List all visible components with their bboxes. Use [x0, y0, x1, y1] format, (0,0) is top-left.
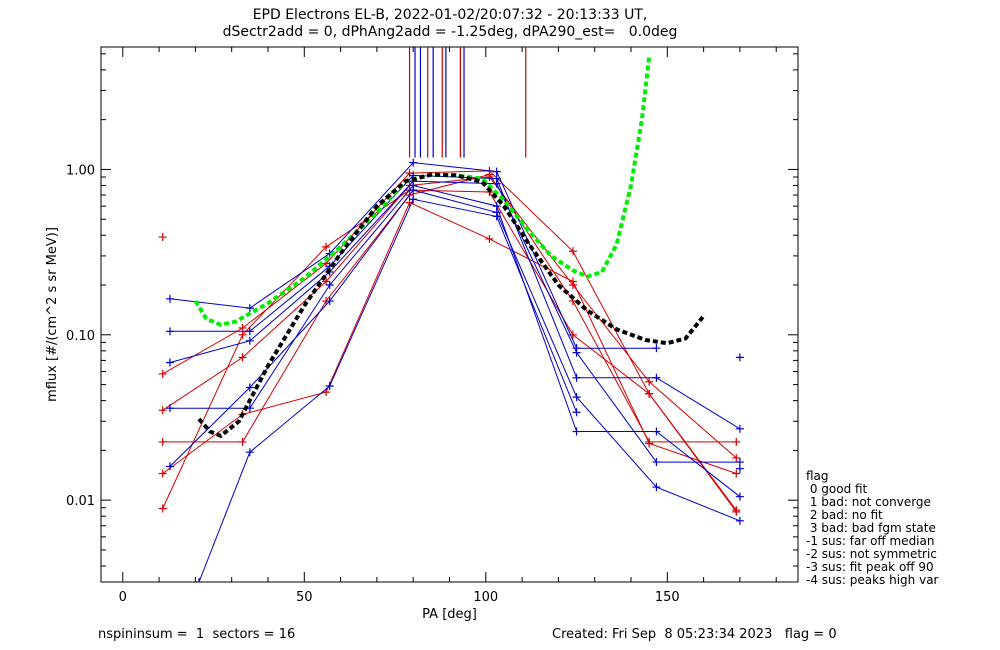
y-axis-label: mflux [#/(cm^2 s sr MeV)]: [45, 227, 60, 402]
data-point: [485, 234, 494, 243]
data-point: [165, 327, 174, 336]
data-point: [492, 179, 501, 188]
data-point: [732, 453, 741, 462]
plot-title-line2: dSectr2add = 0, dPhAng2add = -1.25deg, d…: [222, 24, 678, 40]
red-flux-line: [162, 174, 737, 443]
data-point: [732, 507, 741, 516]
data-point: [165, 462, 174, 471]
data-point: [158, 233, 167, 242]
legend-item: 3 bad: bad fgm state: [806, 521, 936, 535]
x-tick-label: 100: [473, 590, 498, 605]
legend-title: flag: [806, 469, 829, 483]
legend-item: 2 bad: no fit: [806, 508, 883, 522]
red-flux-line: [162, 170, 737, 511]
data-point: [735, 424, 744, 433]
data-point: [735, 492, 744, 501]
x-tick-label: 0: [119, 590, 127, 605]
data-point: [238, 330, 247, 339]
data-point: [325, 382, 334, 391]
data-point: [572, 373, 581, 382]
y-tick-label: 1.00: [66, 163, 95, 178]
data-point: [652, 344, 661, 353]
data-point: [158, 369, 167, 378]
data-point: [158, 437, 167, 446]
red-flux-line: [162, 176, 737, 459]
data-point: [735, 464, 744, 473]
data-point: [732, 469, 741, 478]
data-point: [732, 437, 741, 446]
data-point: [245, 304, 254, 313]
data-point: [572, 408, 581, 417]
data-point: [409, 158, 418, 167]
data-point: [245, 336, 254, 345]
fit-curve-black: [197, 172, 706, 439]
blue-flux-line: [169, 180, 740, 463]
blue-flux-line: [169, 189, 741, 522]
data-point: [652, 483, 661, 492]
data-point: [322, 277, 331, 286]
data-point: [158, 469, 167, 478]
data-point: [238, 323, 247, 332]
legend-item: -4 sus: peaks high var: [806, 573, 939, 587]
legend-item: 0 good fit: [806, 482, 868, 496]
legend-item: -1 sus: far off median: [806, 534, 935, 548]
data-point: [645, 439, 654, 448]
data-point: [195, 578, 204, 582]
x-axis-label: PA [deg]: [422, 607, 477, 622]
footer-spin-info: nspininsum = 1 sectors = 16: [98, 627, 296, 642]
data-point: [572, 427, 581, 436]
data-point: [322, 242, 331, 251]
data-point: [645, 389, 654, 398]
blue-flux-line: [198, 198, 578, 582]
data-point: [325, 281, 334, 290]
red-flux-line: [162, 201, 737, 474]
data-point: [492, 167, 501, 176]
data-point: [325, 297, 334, 306]
plot-area: [158, 47, 744, 582]
data-point: [568, 247, 577, 256]
data-point: [245, 327, 254, 336]
x-tick-label: 50: [296, 590, 313, 605]
data-point: [568, 277, 577, 286]
data-point: [165, 358, 174, 367]
flag-legend: flag 0 good fit 1 bad: not converge 2 ba…: [806, 470, 938, 587]
data-point: [165, 404, 174, 413]
data-point: [409, 186, 418, 195]
data-point: [165, 294, 174, 303]
blue-flux-line: [170, 184, 741, 498]
data-point: [735, 353, 744, 362]
y-tick-label: 0.10: [66, 329, 95, 344]
legend-item: -2 sus: not symmetric: [806, 547, 937, 561]
data-point: [158, 406, 167, 415]
y-tick-label: 0.01: [66, 494, 95, 509]
data-point: [652, 373, 661, 382]
footer-created-info: Created: Fri Sep 8 05:23:34 2023 flag = …: [552, 627, 837, 642]
data-point: [238, 437, 247, 446]
plot-title-line1: EPD Electrons EL-B, 2022-01-02/20:07:32 …: [252, 7, 648, 23]
data-point: [572, 348, 581, 357]
data-point: [652, 458, 661, 467]
data-point: [735, 516, 744, 525]
legend-item: 1 bad: not converge: [806, 495, 931, 509]
data-point: [485, 170, 494, 179]
data-point: [492, 212, 501, 221]
data-point: [645, 377, 654, 386]
legend-item: -3 sus: fit peak off 90: [806, 560, 934, 574]
data-point: [245, 448, 254, 457]
red-flux-line: [162, 189, 737, 513]
data-point: [409, 195, 418, 204]
data-point: [158, 504, 167, 513]
data-point: [572, 393, 581, 402]
data-point: [652, 427, 661, 436]
data-point: [245, 383, 254, 392]
x-tick-label: 150: [655, 590, 680, 605]
blue-flux-line: [170, 174, 741, 430]
data-point: [238, 353, 247, 362]
